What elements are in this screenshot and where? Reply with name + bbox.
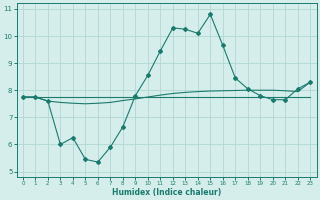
X-axis label: Humidex (Indice chaleur): Humidex (Indice chaleur)	[112, 188, 221, 197]
